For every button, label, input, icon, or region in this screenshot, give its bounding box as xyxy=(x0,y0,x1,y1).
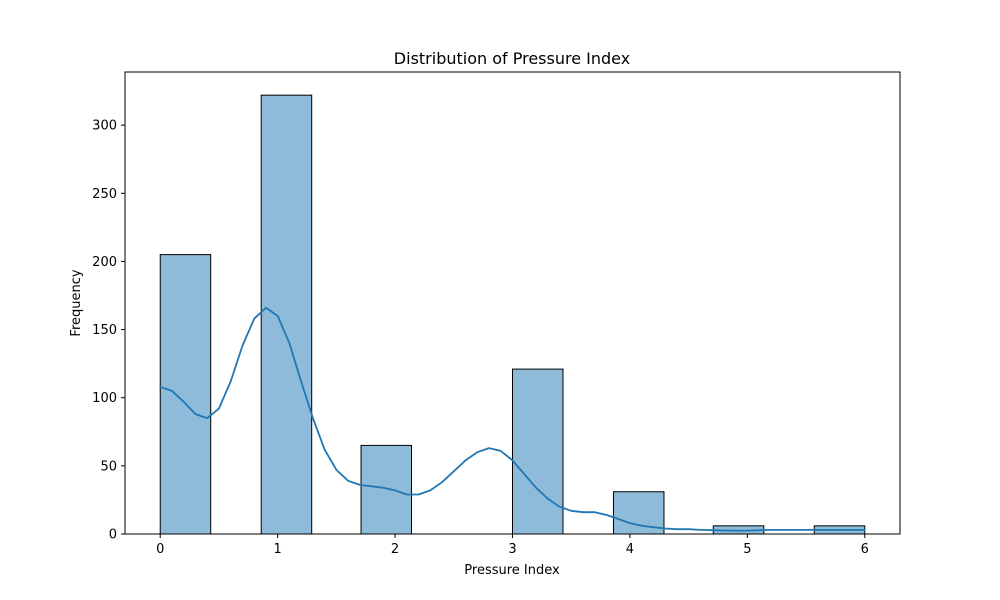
x-axis-label: Pressure Index xyxy=(464,563,560,578)
histogram-bar-3 xyxy=(512,368,564,535)
x-tick-label: 5 xyxy=(743,542,751,557)
x-tick-label: 1 xyxy=(274,542,282,557)
y-tick-label: 100 xyxy=(92,391,117,406)
x-tick-label: 4 xyxy=(626,542,634,557)
histogram-bar-2 xyxy=(360,444,413,535)
x-tick-label: 6 xyxy=(861,542,869,557)
x-tick-label: 3 xyxy=(508,542,516,557)
y-tick-label: 200 xyxy=(92,255,117,270)
y-tick-label: 0 xyxy=(109,528,117,543)
histogram-bar-1 xyxy=(260,94,313,535)
y-tick-label: 300 xyxy=(92,119,117,134)
chart-title: Distribution of Pressure Index xyxy=(394,49,630,68)
y-tick-label: 50 xyxy=(100,459,117,474)
y-tick-label: 150 xyxy=(92,323,117,338)
y-tick-label: 250 xyxy=(92,187,117,202)
y-axis-label: Frequency xyxy=(69,269,84,336)
x-tick-label: 0 xyxy=(156,542,164,557)
x-tick-label: 2 xyxy=(391,542,399,557)
histogram-bar-0 xyxy=(159,254,212,535)
kde-curve xyxy=(159,306,866,532)
